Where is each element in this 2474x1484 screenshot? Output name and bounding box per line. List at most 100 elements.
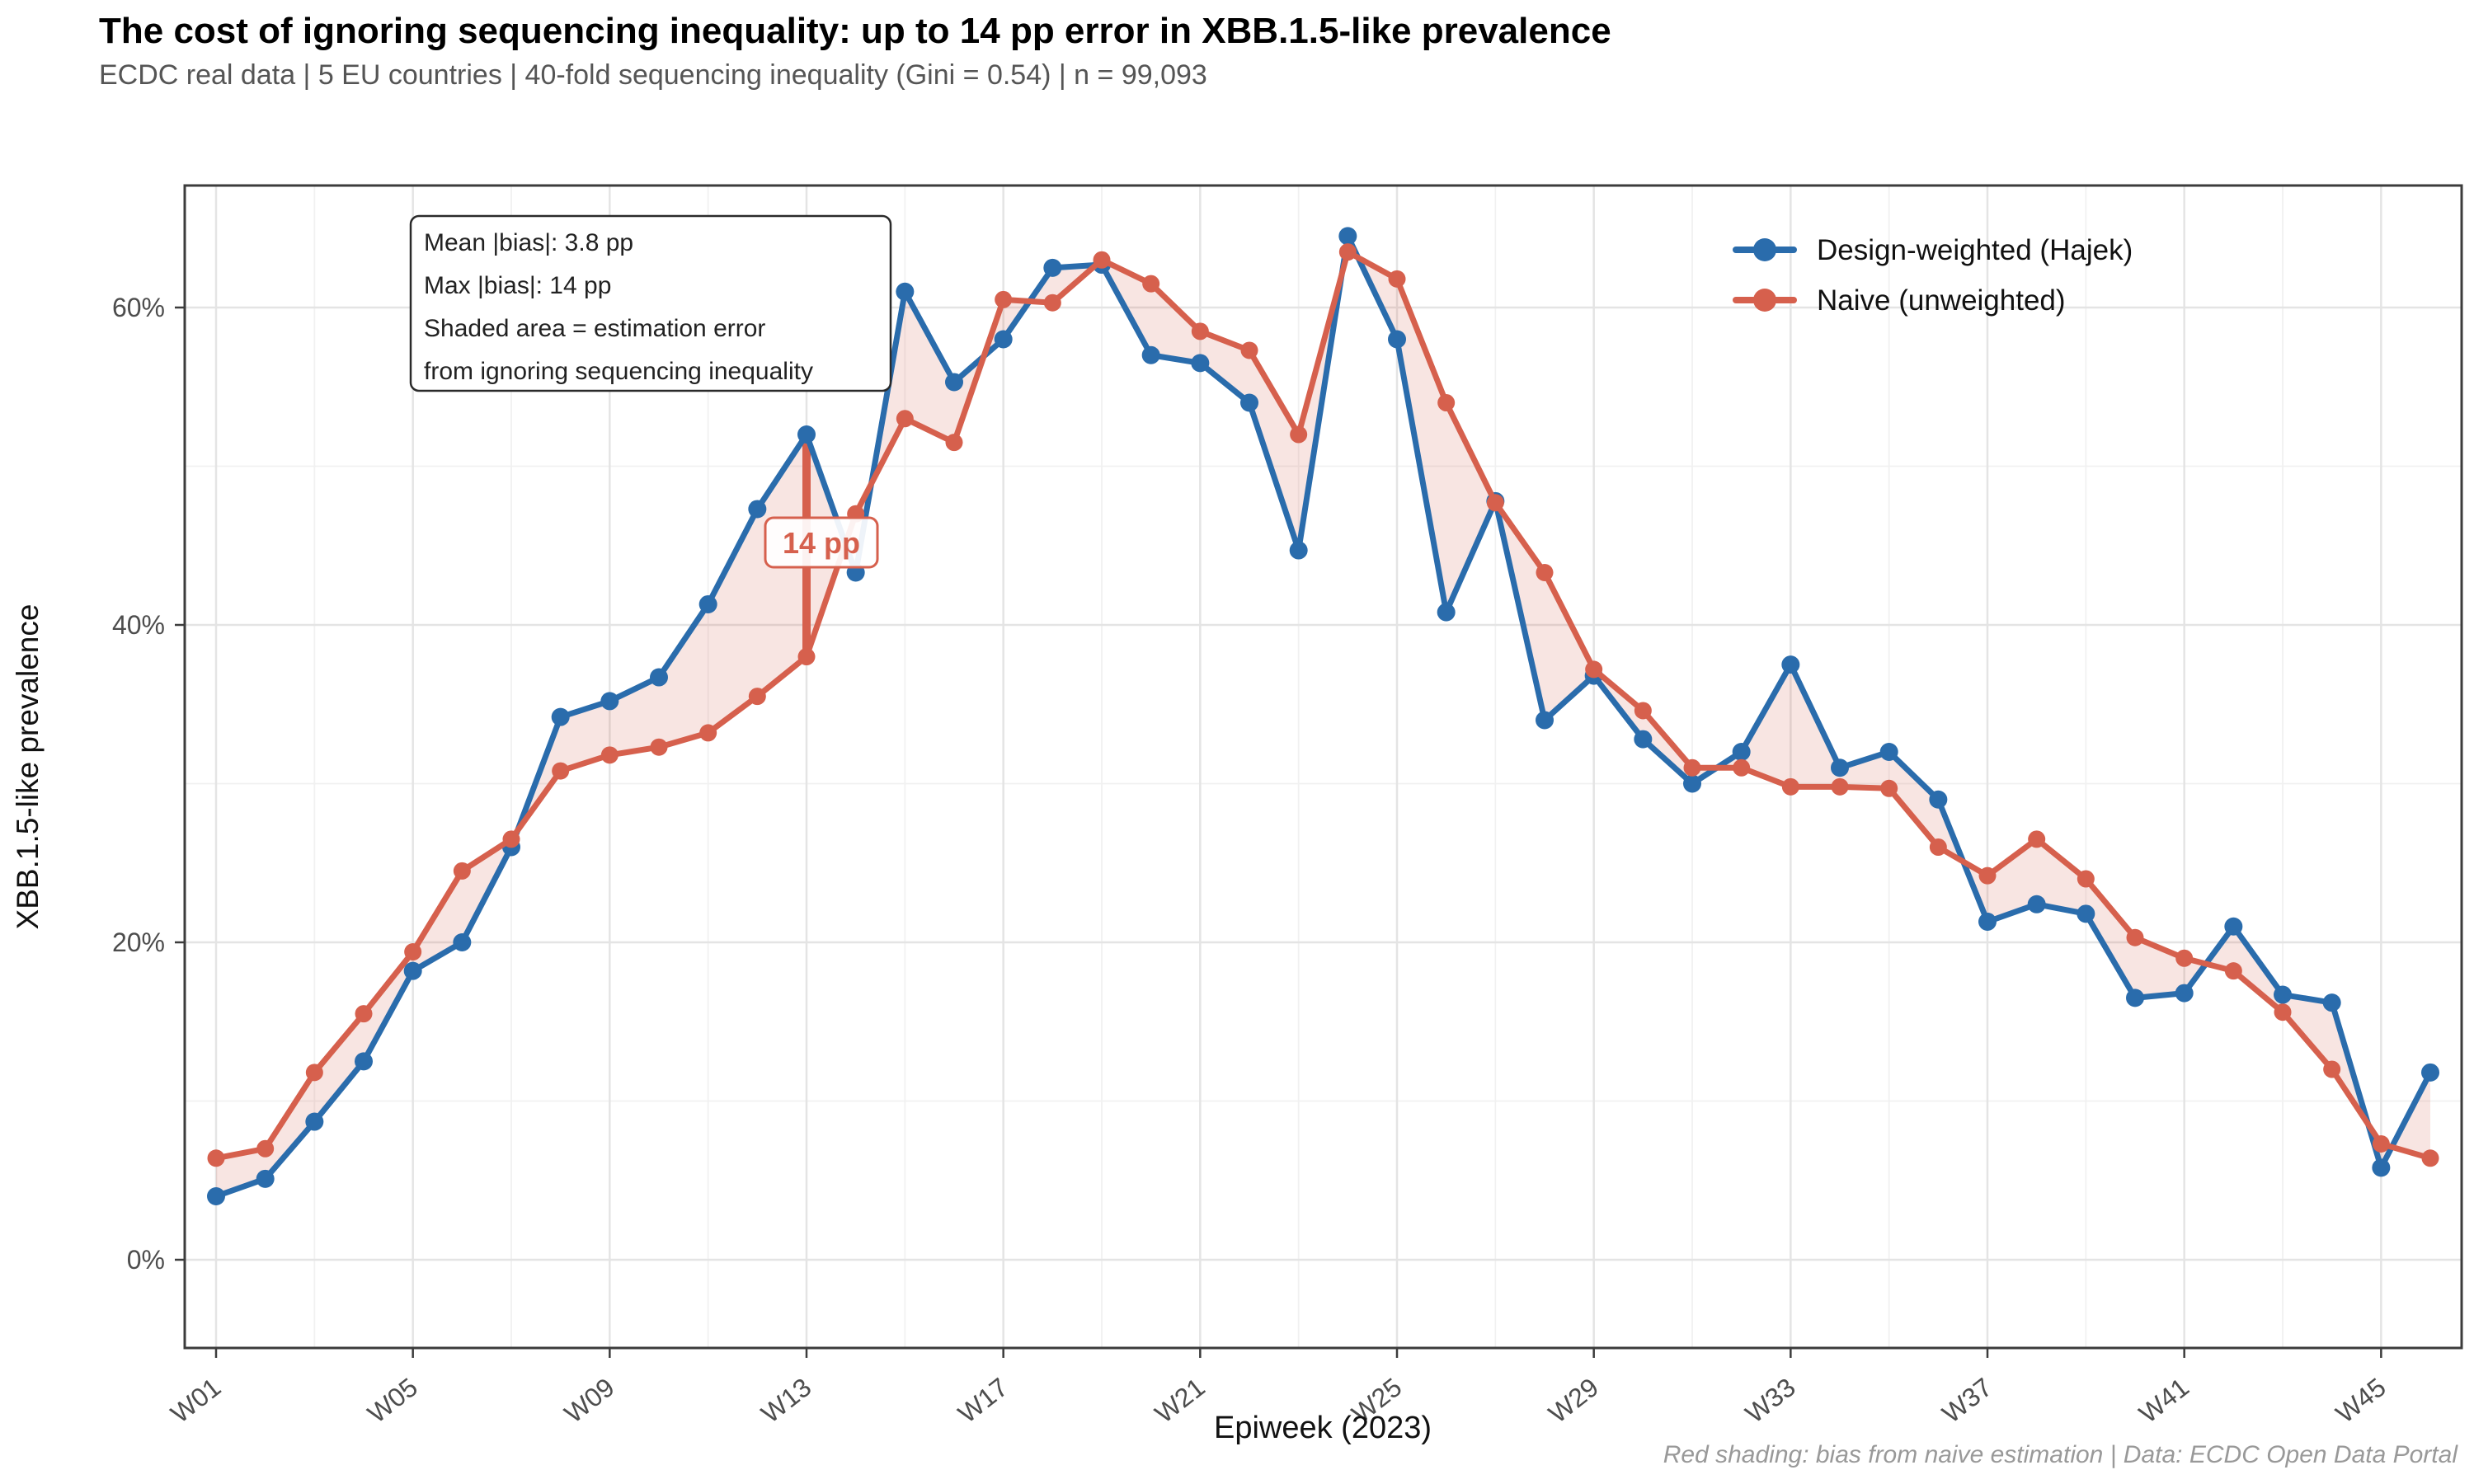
design-weighted-point <box>945 373 964 392</box>
naive-point <box>1733 758 1751 777</box>
legend-swatch-point <box>1753 289 1776 312</box>
bias-ribbon <box>216 236 2431 1196</box>
design-weighted-point <box>207 1187 225 1205</box>
naive-point <box>748 688 766 706</box>
x-tick-label: W37 <box>1936 1372 1997 1429</box>
naive-point <box>1585 660 1603 679</box>
design-weighted-point <box>305 1112 324 1131</box>
design-weighted-point <box>403 961 422 980</box>
chart-caption: Red shading: bias from naive estimation … <box>1663 1441 2459 1468</box>
max-bias-callout-frame <box>764 516 879 569</box>
x-tick-label: W21 <box>1150 1372 1211 1429</box>
design-weighted-point <box>551 707 570 726</box>
naive-point <box>1683 758 1701 777</box>
design-weighted-line <box>213 232 2434 1200</box>
design-weighted-point <box>1929 790 1948 809</box>
design-weighted-point <box>698 594 717 613</box>
annotation-line-2: Max |bias|: 14 pp <box>424 272 611 299</box>
naive-point <box>1634 702 1652 720</box>
max-bias-callout: 14 pp <box>764 516 879 569</box>
design-weighted-point <box>2175 984 2194 1003</box>
annotation-line-1: Mean |bias|: 3.8 pp <box>424 229 633 256</box>
design-weighted-point <box>1732 743 1751 761</box>
design-weighted-point <box>2421 1063 2440 1082</box>
x-axis-title: Epiweek (2023) <box>1214 1411 1432 1445</box>
annotation-line-4: from ignoring sequencing inequality <box>424 358 813 385</box>
x-tick-label: W29 <box>1543 1372 1604 1429</box>
naive-point <box>1043 294 1061 312</box>
naive-point <box>2077 870 2095 888</box>
design-weighted-point <box>2126 989 2145 1007</box>
naive-point <box>797 648 816 665</box>
design-weighted-point <box>1388 330 1407 349</box>
x-tick-label: W05 <box>362 1372 423 1429</box>
design-weighted-point <box>1437 603 1456 622</box>
naive-point <box>207 1149 225 1167</box>
x-tick-label: W01 <box>165 1372 226 1429</box>
design-weighted-point <box>1338 227 1357 246</box>
design-weighted-point <box>1879 743 1898 761</box>
naive-point <box>1093 251 1111 269</box>
naive-point <box>2126 928 2144 946</box>
naive-point <box>650 738 668 756</box>
naive-point <box>995 290 1013 308</box>
naive-point <box>2274 1003 2292 1021</box>
naive-point <box>1437 394 1456 411</box>
data-series <box>207 227 2440 1205</box>
naive-point <box>2175 949 2194 967</box>
naive-point <box>2224 962 2242 980</box>
naive-point <box>1240 341 1258 359</box>
design-weighted-point <box>2274 985 2293 1004</box>
design-weighted-point <box>1683 774 1702 793</box>
x-tick-label: W13 <box>755 1372 816 1429</box>
design-weighted-point <box>2372 1158 2391 1177</box>
max-bias-callout-label: 14 pp <box>783 526 860 560</box>
design-weighted-point <box>2077 904 2095 923</box>
design-weighted-point <box>2027 895 2046 913</box>
design-weighted-point <box>1781 655 1800 674</box>
design-weighted-point <box>748 500 767 519</box>
legend: Design-weighted (Hajek) Naive (unweighted… <box>1733 234 2133 317</box>
x-tick-label: W45 <box>2331 1372 2392 1429</box>
design-weighted-point <box>650 668 669 687</box>
design-weighted-point <box>2224 917 2243 936</box>
design-weighted-point <box>256 1169 275 1188</box>
naive-point <box>355 1005 373 1023</box>
bias-shaded-area <box>216 236 2431 1196</box>
y-tick-label: 20% <box>112 928 165 957</box>
design-weighted-point <box>1191 354 1210 373</box>
naive-point <box>2421 1149 2439 1167</box>
naive-point <box>2323 1060 2341 1078</box>
naive-point <box>453 862 471 880</box>
design-weighted-point <box>797 425 816 444</box>
naive-point <box>1978 866 1997 885</box>
naive-point <box>1388 270 1406 288</box>
y-tick-label: 40% <box>112 610 165 640</box>
gridlines-major <box>185 186 2462 1348</box>
x-tick-label: W17 <box>952 1372 1014 1429</box>
design-weighted-point <box>1043 258 1062 277</box>
naive-point <box>1290 425 1308 444</box>
design-weighted-point <box>355 1052 374 1071</box>
naive-point <box>404 943 422 961</box>
naive-point <box>2372 1134 2390 1153</box>
annotation-box: Mean |bias|: 3.8 pp Max |bias|: 14 pp Sh… <box>409 214 892 392</box>
design-weighted-point <box>896 282 915 301</box>
design-weighted-point <box>1536 711 1554 730</box>
naive-point <box>502 830 520 848</box>
y-tick-label: 60% <box>112 293 165 322</box>
naive-point <box>600 746 618 764</box>
naive-point <box>1880 779 1898 797</box>
design-weighted-point <box>1141 345 1160 364</box>
naive-point <box>552 762 570 780</box>
naive-point <box>1142 275 1160 293</box>
naive-point <box>1781 777 1799 796</box>
naive-point <box>945 434 963 452</box>
design-weighted-point <box>2322 993 2341 1012</box>
x-tick-label: W09 <box>559 1372 620 1429</box>
naive-point <box>1536 563 1554 581</box>
design-weighted-point <box>453 933 472 951</box>
design-weighted-point <box>600 692 619 711</box>
legend-swatch-point <box>1753 238 1776 261</box>
